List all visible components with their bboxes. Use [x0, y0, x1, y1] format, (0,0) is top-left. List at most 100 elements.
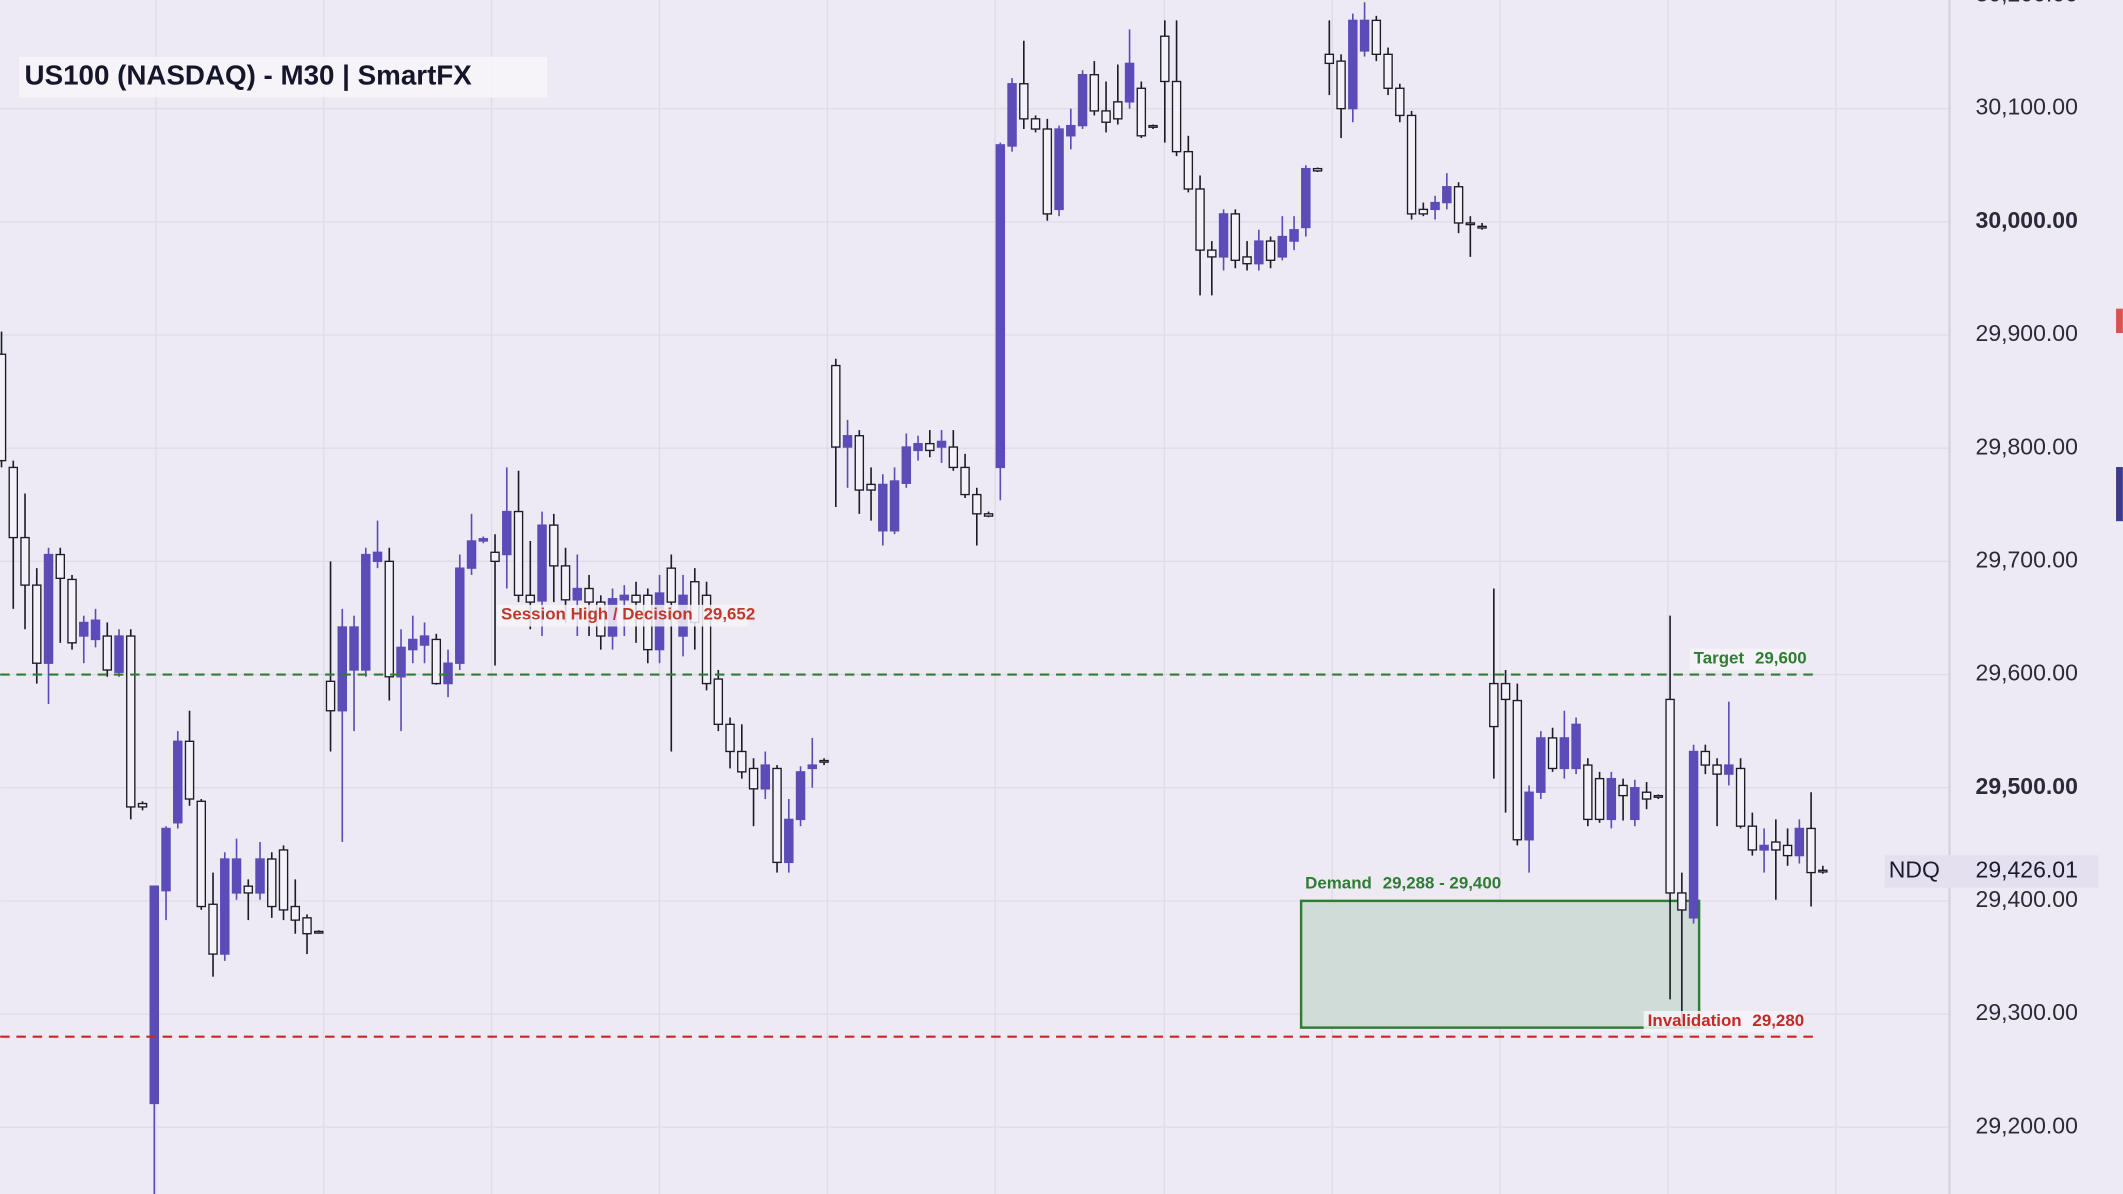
- chart-title: US100 (NASDAQ) - M30 | SmartFX: [25, 59, 473, 90]
- y-tick-label: 29,200.00: [1976, 1112, 2078, 1138]
- candle-body: [1312, 167, 1323, 172]
- candle-body: [90, 619, 101, 641]
- candle-body: [149, 885, 160, 1105]
- candle-body: [1630, 787, 1640, 821]
- y-tick-label: 29,400.00: [1976, 886, 2078, 912]
- candle-body: [384, 560, 395, 678]
- candle-body: [795, 771, 806, 821]
- candle-body: [819, 759, 829, 763]
- candle-body: [361, 553, 371, 671]
- annotation-text: Invalidation: [1648, 1011, 1742, 1030]
- candle-body: [854, 435, 865, 491]
- candle-body: [1230, 213, 1241, 261]
- candle-body: [325, 680, 336, 712]
- candle-body: [43, 553, 54, 664]
- candle-body: [490, 551, 500, 563]
- candle-body: [1524, 791, 1534, 841]
- candle-body: [1324, 53, 1335, 65]
- candle-body: [619, 594, 630, 601]
- candle-body: [1418, 208, 1429, 215]
- last-price-label: 29,426.01: [1976, 857, 2078, 883]
- candle-body: [1277, 235, 1288, 258]
- candle-body: [1289, 229, 1299, 242]
- candle-body: [831, 364, 841, 448]
- candle-body: [584, 587, 594, 603]
- candle-body: [760, 764, 771, 790]
- candle-body: [1500, 682, 1511, 701]
- candle-body: [525, 594, 536, 603]
- candle-body: [666, 567, 677, 603]
- candle-body: [972, 493, 982, 515]
- candle-body: [220, 858, 230, 955]
- candle-body: [102, 635, 113, 671]
- candle-body: [196, 800, 207, 908]
- y-tick-label: 29,300.00: [1976, 999, 2078, 1025]
- candle-body: [208, 903, 218, 955]
- annotation-value: 29,600: [1755, 649, 1807, 668]
- candle-body: [419, 635, 430, 646]
- annotation-value: 29,280: [1752, 1011, 1804, 1030]
- candle-body: [784, 818, 794, 864]
- candle-body: [1207, 249, 1217, 258]
- candle-body: [1665, 698, 1675, 894]
- candle-body: [1124, 62, 1135, 103]
- zone-range: 29,288 - 29,400: [1383, 874, 1501, 893]
- candle-body: [455, 567, 465, 664]
- candle-body: [1747, 825, 1758, 851]
- candle-body: [701, 594, 712, 685]
- candle-body: [1406, 114, 1417, 215]
- candle-body: [1019, 83, 1029, 120]
- candle-body: [1677, 892, 1687, 911]
- last-price-background: [1884, 855, 2099, 888]
- annotation-layer: Session High / Decision 29,652 Target 29,60…: [0, 604, 1819, 1038]
- candle-body: [1489, 682, 1499, 728]
- candle-body: [1512, 699, 1523, 841]
- candle-body: [513, 510, 524, 596]
- candle-body: [1395, 87, 1405, 117]
- candle-body: [1077, 74, 1088, 127]
- candle-body: [20, 536, 30, 586]
- annotation-value: 29,652: [704, 605, 756, 624]
- candle-body: [737, 750, 747, 773]
- candle-body: [1735, 767, 1746, 827]
- candle-body: [372, 551, 383, 563]
- candle-body: [1042, 128, 1053, 215]
- candle-body: [231, 858, 242, 894]
- candle-body: [55, 553, 66, 580]
- candle-body: [267, 858, 277, 908]
- candle-body: [1477, 225, 1487, 229]
- candle-body: [173, 740, 183, 824]
- annotation-background: [1643, 1010, 1798, 1033]
- candle-body: [1171, 80, 1182, 153]
- y-tick-label: 29,600.00: [1976, 660, 2078, 686]
- candle-body: [1160, 35, 1170, 83]
- y-tick-label: 29,700.00: [1976, 546, 2078, 572]
- candle-body: [1771, 841, 1781, 851]
- candle-body: [560, 565, 571, 601]
- candle-body: [925, 442, 935, 452]
- y-tick-label: 29,900.00: [1976, 320, 2078, 346]
- annotation-background: [496, 604, 749, 627]
- y-tick-label: 30,200.00: [1976, 0, 2078, 7]
- candle-body: [1030, 118, 1041, 130]
- candle-body: [314, 930, 324, 934]
- candle-body: [1700, 750, 1711, 766]
- candle-body: [1806, 827, 1816, 874]
- candle-body: [1571, 723, 1581, 770]
- annotation-text: Session High / Decision: [501, 605, 693, 624]
- edge-marker: [2116, 308, 2123, 334]
- candle-body: [1641, 791, 1652, 800]
- candle-body: [1265, 240, 1276, 261]
- candle-body: [1336, 60, 1346, 110]
- annotation-text: Target: [1694, 649, 1745, 668]
- candle-body: [901, 446, 912, 484]
- candle-body: [1101, 110, 1111, 123]
- candle-body: [1054, 128, 1064, 211]
- y-tick-label: 29,800.00: [1976, 433, 2078, 459]
- annotation-label: Target 29,600: [1694, 649, 1807, 668]
- candle-body: [713, 678, 724, 725]
- candle-body: [0, 353, 7, 462]
- y-tick-label: 29,500.00: [1976, 773, 2078, 799]
- candle-body: [983, 513, 994, 517]
- y-tick-label: 30,000.00: [1976, 207, 2078, 233]
